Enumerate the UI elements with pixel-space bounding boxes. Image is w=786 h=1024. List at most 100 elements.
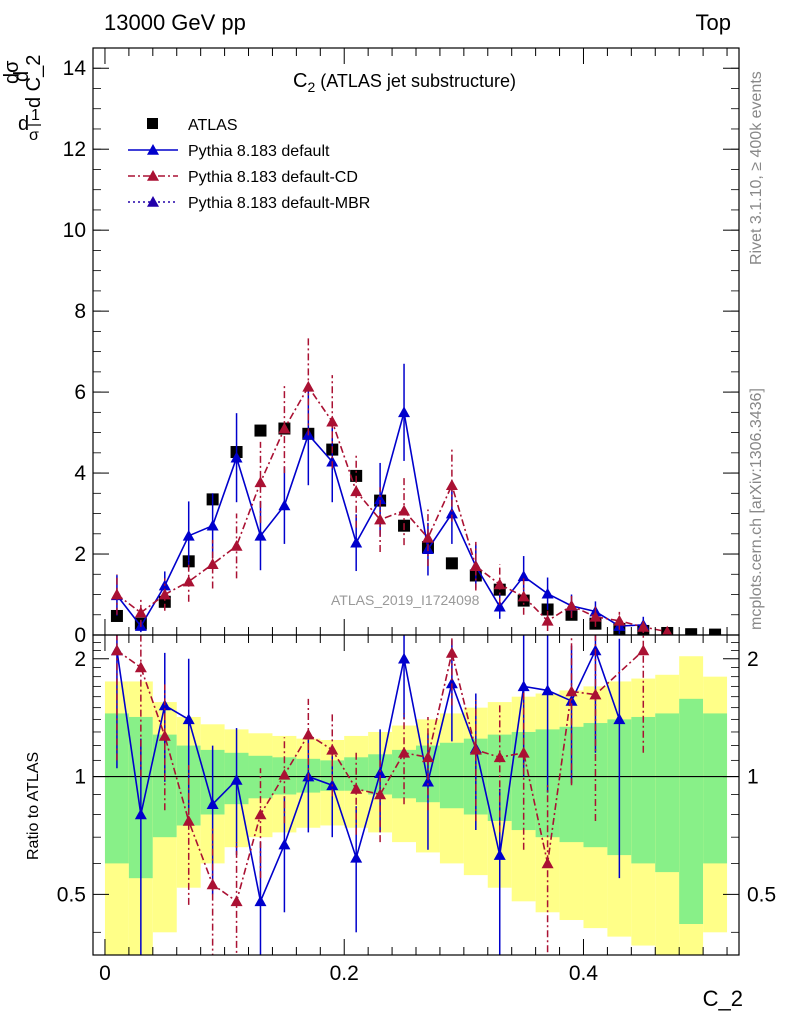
legend-label: ATLAS [188,117,238,134]
data-point [541,614,554,626]
legend-entry: Pythia 8.183 default [128,143,330,160]
ratio-point [398,652,411,664]
ratio-point [302,728,315,740]
data-point [182,575,195,587]
data-point [469,560,482,571]
data-point [302,380,315,392]
ratio-tick-label-right: 2 [747,648,759,671]
data-point [709,628,722,635]
ratio-point [374,788,387,800]
ratio-point [350,851,363,863]
ratio-point [445,646,458,658]
ratio-panel-series [110,635,650,955]
data-point [517,570,530,582]
data-point [326,455,339,467]
x-tick-label: 0.2 [330,962,359,985]
ratio-point [206,798,219,809]
data-point [493,578,506,590]
rivet-label: Rivet 3.1.10, ≥ 400k events [748,71,765,265]
ratio-tick-label-right: 1 [747,766,759,789]
data-point [565,599,578,611]
inner-band-bin [631,716,656,864]
ratio-point [134,808,147,820]
inner-band-bin [655,713,680,873]
data-point [110,609,123,622]
data-point [445,507,458,519]
data-point [326,415,339,427]
inner-band-bin [439,742,464,809]
data-point [158,588,171,600]
legend-swatch [147,144,159,155]
ratio-point [374,767,387,779]
data-point [278,422,291,434]
inner-band-bin [104,713,129,864]
data-point [350,536,363,548]
ratio-point [326,743,339,755]
inner-band-bin [152,734,177,838]
data-point [374,513,387,525]
ylabel-sigma1: σ [29,127,39,144]
y-tick-label: 14 [63,57,87,80]
data-point [230,539,243,551]
ylabel-dsigma: dσ [1,60,23,84]
ratio-point [565,685,578,697]
legend: ATLAS Pythia 8.183 default Pythia 8.183 de… [128,117,370,212]
ratio-tick-label-right: 0.5 [747,883,776,906]
x-tick-label: 0.4 [569,962,599,985]
ratio-point [493,751,506,763]
header-right: Top [696,10,731,35]
data-point [134,606,147,618]
ratio-y-axis-label: Ratio to ATLAS [25,752,42,860]
main-y-axis-label: d 1 σ d d C_2 dσ [1,55,45,144]
legend-swatch [147,170,159,181]
data-point [613,614,626,626]
main-panel-series [110,338,722,635]
legend-label: Pythia 8.183 default [188,143,330,160]
data-point [206,519,219,531]
header-left: 13000 GeV pp [104,10,246,35]
y-tick-label: 12 [63,138,86,161]
ratio-point [613,713,626,725]
data-point [517,590,530,602]
y-tick-label: 10 [63,219,86,242]
title-main: C [293,70,307,92]
ratio-point [637,644,650,656]
ratio-line [116,649,644,903]
ratio-tick-label: 1 [74,766,86,789]
data-point [182,529,195,541]
ratio-point [182,814,195,826]
ratio-uncertainty-bands [93,656,739,955]
data-point [445,479,458,491]
ratio-tick-label: 2 [74,648,86,671]
ratio-point [230,895,243,907]
legend-label: Pythia 8.183 default-CD [188,169,358,186]
data-point [278,499,291,511]
ratio-point [517,680,530,692]
data-point [398,504,411,516]
legend-swatch [147,196,159,207]
data-point [541,587,554,599]
ylabel-d1: d [18,113,29,135]
ratio-point [589,688,602,700]
ratio-point [134,661,147,673]
series-pythia-8-183-default-cd [110,338,673,635]
inner-band-bin [703,713,728,864]
data-point [206,558,219,569]
inner-band-bin [487,734,512,821]
ratio-pythia-8-183-default-cd [110,635,650,955]
data-point [398,406,411,418]
ylabel-d2: d [11,71,33,82]
ratio-line [116,648,621,905]
data-point [254,476,267,488]
ratio-point [517,746,530,758]
ratio-point [565,694,578,706]
data-point [254,529,267,541]
data-point [350,485,363,497]
legend-entry: Pythia 8.183 default-CD [128,169,358,186]
title-rest: (ATLAS jet substructure) [315,71,516,91]
data-point [637,620,650,632]
data-point [254,424,267,437]
data-point [110,588,123,600]
data-point [374,493,387,505]
ratio-point [110,644,123,656]
